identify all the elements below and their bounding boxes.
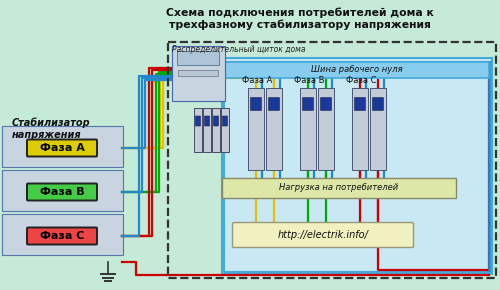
FancyBboxPatch shape [300,88,316,170]
Text: Фаза А: Фаза А [40,143,84,153]
Text: трехфазному стабилизатору напряжения: трехфазному стабилизатору напряжения [169,19,431,30]
FancyBboxPatch shape [250,97,262,110]
FancyBboxPatch shape [221,108,229,152]
FancyBboxPatch shape [2,169,122,211]
FancyBboxPatch shape [354,97,366,110]
Text: Схема подключения потребителей дома к: Схема подключения потребителей дома к [166,8,434,19]
Text: Фаза В: Фаза В [294,76,324,85]
Text: Фаза А: Фаза А [242,76,272,85]
FancyBboxPatch shape [222,116,228,126]
FancyBboxPatch shape [27,184,97,200]
FancyBboxPatch shape [232,222,414,247]
FancyBboxPatch shape [27,227,97,244]
FancyBboxPatch shape [2,213,122,255]
FancyBboxPatch shape [177,51,219,65]
FancyBboxPatch shape [203,108,211,152]
Text: Нагрузка на потребителей: Нагрузка на потребителей [280,184,398,193]
FancyBboxPatch shape [224,62,489,78]
FancyBboxPatch shape [318,88,334,170]
FancyBboxPatch shape [214,116,218,126]
FancyBboxPatch shape [320,97,332,110]
FancyBboxPatch shape [372,97,384,110]
FancyBboxPatch shape [27,139,97,157]
Bar [178,70,218,76]
FancyBboxPatch shape [196,116,200,126]
Text: Фаза С: Фаза С [346,76,376,85]
Text: http://electrik.info/: http://electrik.info/ [278,230,368,240]
Text: Распределительный щиток дома: Распределительный щиток дома [172,45,306,54]
FancyBboxPatch shape [204,116,210,126]
Text: напряжения: напряжения [12,130,82,140]
FancyBboxPatch shape [352,88,368,170]
Text: Шина рабочего нуля: Шина рабочего нуля [310,66,402,75]
FancyBboxPatch shape [266,88,282,170]
FancyBboxPatch shape [172,46,224,101]
FancyBboxPatch shape [222,178,456,198]
FancyBboxPatch shape [222,58,492,274]
FancyBboxPatch shape [248,88,264,170]
Text: Фаза С: Фаза С [40,231,84,241]
FancyBboxPatch shape [370,88,386,170]
FancyBboxPatch shape [302,97,314,110]
FancyBboxPatch shape [194,108,202,152]
FancyBboxPatch shape [2,126,122,166]
FancyBboxPatch shape [212,108,220,152]
FancyBboxPatch shape [268,97,280,110]
Text: Стабилизатор: Стабилизатор [12,118,90,128]
Text: Фаза В: Фаза В [40,187,84,197]
